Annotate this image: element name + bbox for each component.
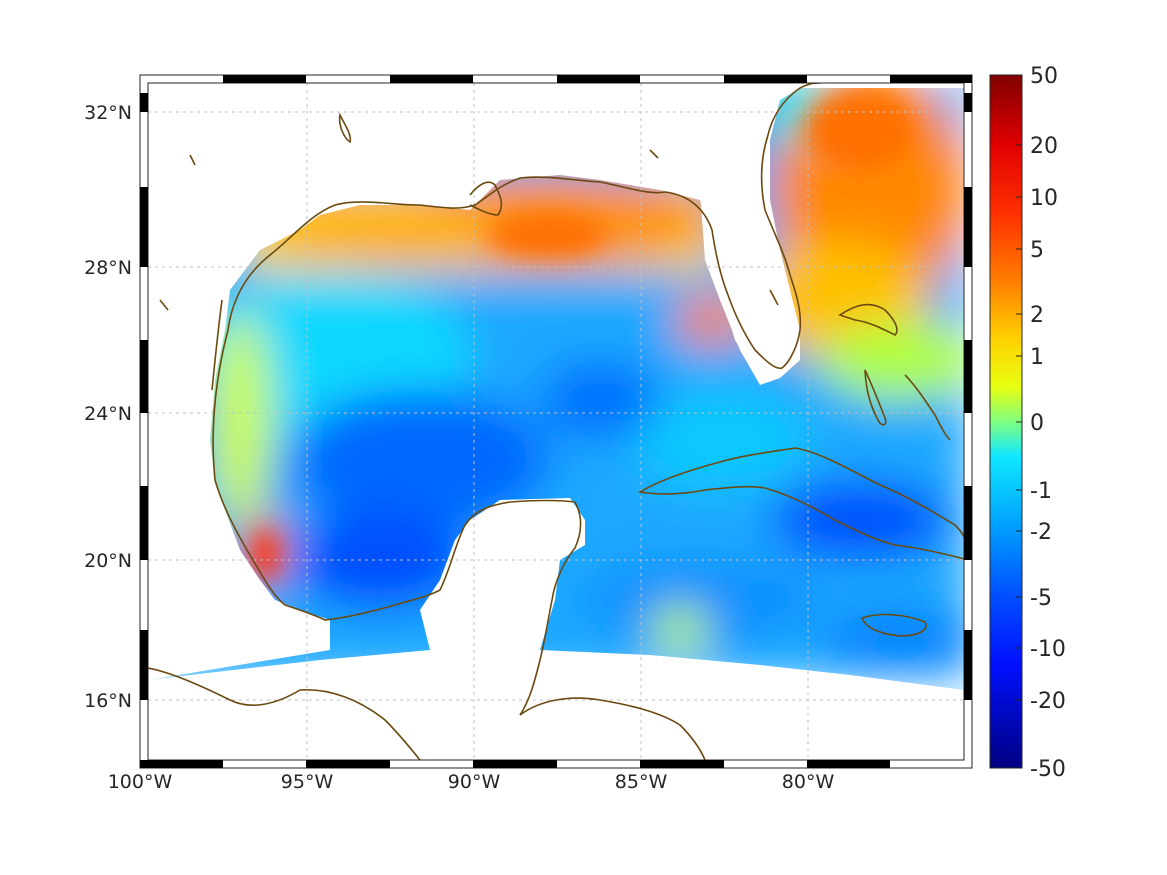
lon-tick-label: 90°W — [448, 771, 501, 793]
lon-tick-label: 95°W — [281, 771, 334, 793]
map-frame — [139, 74, 973, 769]
colorbar-label: 1 — [1030, 345, 1044, 370]
lat-tick-label: 24°N — [84, 403, 132, 425]
colorbar-label: 20 — [1030, 134, 1058, 159]
lon-tick-label: 85°W — [615, 771, 668, 793]
colorbar-label: 10 — [1030, 186, 1058, 211]
colorbar-label: 0 — [1030, 411, 1044, 436]
no-data-mask-north — [148, 83, 964, 600]
lat-tick-label: 20°N — [84, 550, 132, 572]
data-field — [148, 83, 964, 760]
coastlines — [148, 83, 964, 760]
colorbar-label: -5 — [1030, 586, 1052, 611]
longitude-labels: 100°W 95°W 90°W 85°W 80°W — [108, 771, 835, 793]
no-data-mask-yucatan — [420, 498, 585, 650]
lon-tick-label: 80°W — [782, 771, 835, 793]
colorbar: 50 20 10 5 2 1 0 -1 -2 -5 -10 -20 -50 — [989, 64, 1066, 782]
colorbar-label: -1 — [1030, 479, 1052, 504]
no-data-mask-south — [148, 650, 964, 760]
colorbar-label: 5 — [1030, 238, 1044, 263]
lon-tick-label: 100°W — [108, 771, 173, 793]
colorbar-label: -50 — [1030, 757, 1066, 782]
lat-tick-label: 16°N — [84, 690, 132, 712]
colorbar-ticks — [1016, 144, 1022, 701]
colorbar-label: -2 — [1030, 520, 1052, 545]
latitude-labels: 32°N 28°N 24°N 20°N 16°N — [84, 102, 132, 712]
no-data-mask-florida — [700, 190, 800, 385]
colorbar-label: -20 — [1030, 689, 1066, 714]
colorbar-label: -10 — [1030, 637, 1066, 662]
lat-tick-label: 32°N — [84, 102, 132, 124]
colorbar-label: 50 — [1030, 64, 1058, 89]
colorbar-label: 2 — [1030, 303, 1044, 328]
no-data-mask-west — [148, 600, 330, 680]
lat-tick-label: 28°N — [84, 257, 132, 279]
